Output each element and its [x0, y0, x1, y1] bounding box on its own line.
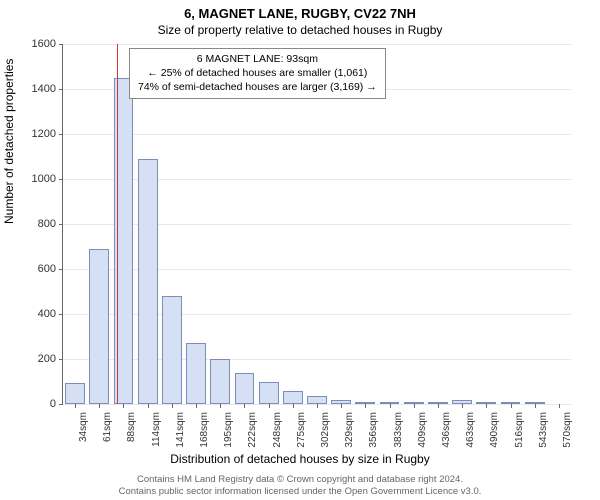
x-tick-label: 61sqm — [102, 412, 113, 456]
x-tick-label: 88sqm — [126, 412, 137, 456]
x-tick-label: 409sqm — [417, 412, 428, 456]
histogram-bar — [138, 159, 158, 404]
y-tick-label: 1600 — [20, 38, 56, 50]
histogram-bar — [235, 373, 255, 405]
x-tick-label: 490sqm — [489, 412, 500, 456]
histogram-bar — [307, 396, 327, 404]
y-tick — [59, 179, 63, 180]
x-tick — [99, 404, 100, 408]
x-tick — [438, 404, 439, 408]
attribution-line2: Contains public sector information licen… — [119, 486, 482, 497]
x-tick — [148, 404, 149, 408]
x-tick-label: 114sqm — [151, 412, 162, 456]
x-tick-label: 463sqm — [465, 412, 476, 456]
y-tick-label: 1400 — [20, 83, 56, 95]
y-tick-label: 0 — [20, 398, 56, 410]
info-line: 74% of semi-detached houses are larger (… — [138, 80, 377, 94]
x-tick-label: 168sqm — [199, 412, 210, 456]
x-tick-label: 356sqm — [368, 412, 379, 456]
histogram-bar — [259, 382, 279, 405]
x-tick — [462, 404, 463, 408]
x-tick — [341, 404, 342, 408]
x-tick — [75, 404, 76, 408]
histogram-bar — [283, 391, 303, 405]
gridline — [63, 134, 571, 135]
gridline — [63, 44, 571, 45]
x-tick — [365, 404, 366, 408]
x-tick-label: 141sqm — [175, 412, 186, 456]
x-tick — [486, 404, 487, 408]
x-tick — [172, 404, 173, 408]
x-tick — [269, 404, 270, 408]
x-tick-label: 436sqm — [441, 412, 452, 456]
x-tick — [244, 404, 245, 408]
x-tick — [293, 404, 294, 408]
x-tick-label: 34sqm — [78, 412, 89, 456]
highlight-line — [117, 44, 118, 404]
histogram-bar — [210, 359, 230, 404]
x-tick-label: 222sqm — [247, 412, 258, 456]
x-tick — [317, 404, 318, 408]
y-tick — [59, 89, 63, 90]
x-tick-label: 302sqm — [320, 412, 331, 456]
histogram-bar — [89, 249, 109, 404]
histogram-bar — [162, 296, 182, 404]
x-tick — [559, 404, 560, 408]
x-tick — [123, 404, 124, 408]
x-tick-label: 329sqm — [344, 412, 355, 456]
x-tick — [390, 404, 391, 408]
y-axis-label: Number of detached properties — [2, 59, 16, 224]
plot-area: 6 MAGNET LANE: 93sqm← 25% of detached ho… — [62, 44, 571, 405]
y-tick — [59, 134, 63, 135]
y-tick — [59, 224, 63, 225]
chart-title: 6, MAGNET LANE, RUGBY, CV22 7NH — [0, 0, 600, 21]
y-tick — [59, 44, 63, 45]
y-tick-label: 1200 — [20, 128, 56, 140]
histogram-bar — [186, 343, 206, 404]
x-tick — [511, 404, 512, 408]
x-tick — [220, 404, 221, 408]
x-tick-label: 195sqm — [223, 412, 234, 456]
info-box: 6 MAGNET LANE: 93sqm← 25% of detached ho… — [129, 48, 386, 99]
attribution-line1: Contains HM Land Registry data © Crown c… — [137, 474, 463, 485]
x-tick-label: 248sqm — [272, 412, 283, 456]
info-line: 6 MAGNET LANE: 93sqm — [138, 52, 377, 66]
y-tick-label: 600 — [20, 263, 56, 275]
x-tick-label: 275sqm — [296, 412, 307, 456]
histogram-bar — [65, 383, 85, 404]
y-tick-label: 1000 — [20, 173, 56, 185]
x-tick-label: 570sqm — [562, 412, 573, 456]
y-tick-label: 400 — [20, 308, 56, 320]
x-tick — [535, 404, 536, 408]
x-tick-label: 383sqm — [393, 412, 404, 456]
y-tick — [59, 359, 63, 360]
attribution: Contains HM Land Registry data © Crown c… — [0, 474, 600, 498]
y-tick — [59, 314, 63, 315]
x-tick — [196, 404, 197, 408]
y-tick-label: 800 — [20, 218, 56, 230]
x-tick-label: 516sqm — [514, 412, 525, 456]
info-line: ← 25% of detached houses are smaller (1,… — [138, 66, 377, 80]
x-tick-label: 543sqm — [538, 412, 549, 456]
y-tick — [59, 269, 63, 270]
chart-subtitle: Size of property relative to detached ho… — [0, 21, 600, 37]
y-tick — [59, 404, 63, 405]
y-tick-label: 200 — [20, 353, 56, 365]
x-tick — [414, 404, 415, 408]
